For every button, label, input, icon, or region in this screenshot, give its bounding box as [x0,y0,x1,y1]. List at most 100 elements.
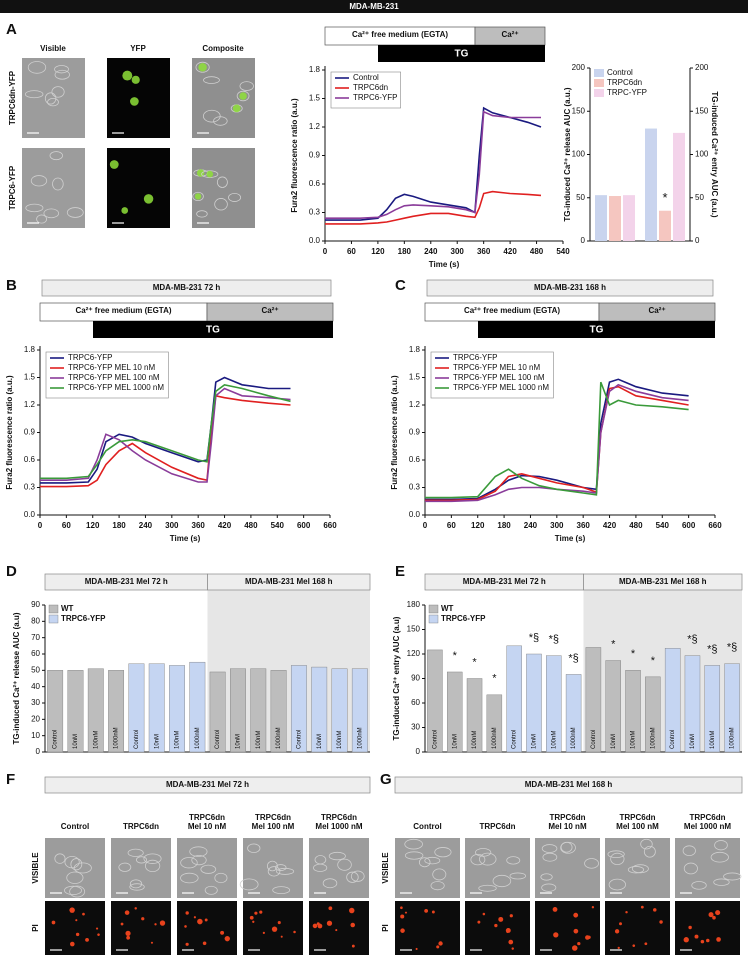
pi-cell [280,935,283,938]
fluorescent-cell [143,194,154,204]
y-tick-label: 50 [695,193,704,202]
y-tick-label: 200 [572,63,586,72]
cell [202,109,221,123]
bar [605,660,621,753]
bar [331,668,348,753]
y-tick-label: 0.6 [24,455,36,464]
micrograph [675,901,740,955]
cell [180,872,199,884]
y-tick-label: 150 [407,625,421,634]
significance-mark: *§ [568,652,578,664]
cell [328,851,346,861]
cell [424,856,441,865]
y-tick-label: 120 [407,649,421,658]
cell [432,868,447,881]
pi-cell [640,905,644,909]
significance-mark: * [472,656,477,668]
bar [486,694,503,753]
bar-category-label: 10nM [690,734,696,749]
cell [274,864,287,871]
pi-cell [571,945,578,951]
y-tick-label: 30 [411,723,420,732]
cell [144,859,161,872]
legend-label: TRPC6-YFP [61,614,106,623]
pi-cell [125,930,131,936]
y-tick-label: 150 [572,106,586,115]
cell [129,879,143,889]
pi-cell [509,914,513,918]
legend-swatch [594,69,604,77]
pi-cell [552,907,558,912]
pi-cell [350,922,355,928]
legend-label: TRPC6-YFP [453,353,497,362]
legend-label: WT [61,604,74,613]
x-tick-label: 300 [550,521,564,530]
cell [216,176,228,188]
cell [643,845,656,858]
cell [610,852,625,866]
pi-cell [424,908,429,913]
micrograph [395,901,460,955]
x-tick-label: 360 [192,521,206,530]
micrograph [535,901,600,955]
y-axis-label: Fura2 fluorescence ratio (a.u.) [290,98,299,213]
cell [478,884,497,892]
pi-cell [482,912,486,916]
panel-label: B [6,277,17,294]
x-tick-label: 60 [62,521,71,530]
pi-cell [335,929,338,932]
treatment-bar [378,45,545,62]
micrograph [107,58,170,138]
pi-cell [688,925,692,930]
bar [209,671,226,753]
x-tick-label: 240 [139,521,153,530]
bar [270,670,287,753]
y-tick-label: 50 [576,193,585,202]
y-axis-label: Fura2 fluorescence ratio (a.u.) [390,375,399,490]
y-tick-label: 70 [31,633,40,642]
column-label: Mel 10 nM [548,822,587,831]
column-label: Mel 100 nM [252,822,295,831]
cell [135,856,147,864]
cell [47,98,59,107]
bar-category-label: 10nM [154,734,160,749]
cell [204,885,218,895]
y-tick-label: 0.3 [24,483,36,492]
pi-cell [659,920,663,924]
column-label: TRPC6dn [321,813,357,822]
legend-swatch [48,604,59,614]
cell [54,65,69,74]
column-label: Mel 1000 nM [684,822,731,831]
y-tick-label: 20 [31,714,40,723]
data-line [425,383,689,503]
phase-label: Ca²⁺ [501,30,518,39]
cell [127,848,144,857]
x-tick-label: 480 [629,521,643,530]
bar [673,132,685,241]
significance-mark: * [631,648,636,660]
cell [479,852,497,866]
bar-category-label: 10nM [236,734,242,749]
cell [275,867,295,875]
pi-cell [159,920,166,926]
cell [70,858,83,871]
column-label: Control [61,822,89,831]
cell [682,845,696,857]
bar-category-label: 10nM [611,734,617,749]
bar-category-label: 100nM [472,731,478,749]
pi-cell [632,944,636,947]
y-tick-label: 0.0 [309,236,321,245]
bar [311,666,328,753]
pi-cell [617,946,620,949]
bar-category-label: 1000nM [195,727,201,749]
pi-cell [185,942,189,946]
pi-cell [351,944,355,948]
y-tick-label: 0.0 [409,510,421,519]
data-line [40,376,291,484]
bar-category-label: 10nM [73,734,79,749]
bar [290,665,307,753]
y-tick-label: 60 [411,698,420,707]
pi-cell [312,923,318,929]
fluorescent-cell [121,207,129,214]
y-tick-label: 1.8 [24,345,36,354]
